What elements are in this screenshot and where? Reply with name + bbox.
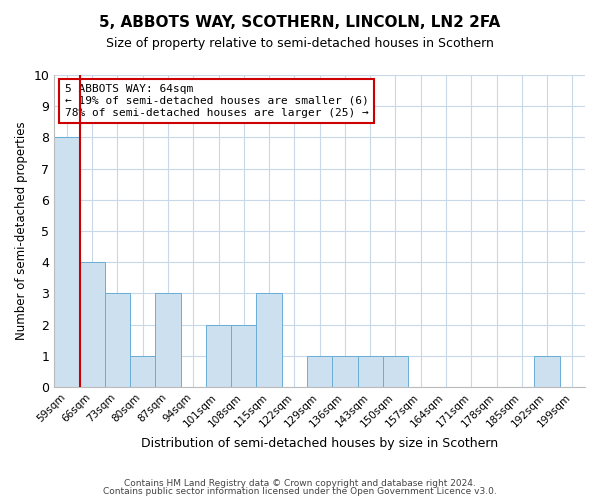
Text: Contains HM Land Registry data © Crown copyright and database right 2024.: Contains HM Land Registry data © Crown c… xyxy=(124,478,476,488)
Bar xyxy=(206,324,231,387)
Bar xyxy=(105,294,130,387)
Text: 5, ABBOTS WAY, SCOTHERN, LINCOLN, LN2 2FA: 5, ABBOTS WAY, SCOTHERN, LINCOLN, LN2 2F… xyxy=(100,15,500,30)
Text: Size of property relative to semi-detached houses in Scothern: Size of property relative to semi-detach… xyxy=(106,38,494,51)
Bar xyxy=(231,324,256,387)
Bar xyxy=(332,356,358,387)
Bar xyxy=(256,294,282,387)
Bar xyxy=(54,138,80,387)
X-axis label: Distribution of semi-detached houses by size in Scothern: Distribution of semi-detached houses by … xyxy=(141,437,498,450)
Bar xyxy=(130,356,155,387)
Bar xyxy=(80,262,105,387)
Bar xyxy=(307,356,332,387)
Bar xyxy=(383,356,408,387)
Bar xyxy=(358,356,383,387)
Y-axis label: Number of semi-detached properties: Number of semi-detached properties xyxy=(15,122,28,340)
Text: Contains public sector information licensed under the Open Government Licence v3: Contains public sector information licen… xyxy=(103,487,497,496)
Text: 5 ABBOTS WAY: 64sqm
← 19% of semi-detached houses are smaller (6)
78% of semi-de: 5 ABBOTS WAY: 64sqm ← 19% of semi-detach… xyxy=(65,84,368,117)
Bar xyxy=(155,294,181,387)
Bar xyxy=(535,356,560,387)
